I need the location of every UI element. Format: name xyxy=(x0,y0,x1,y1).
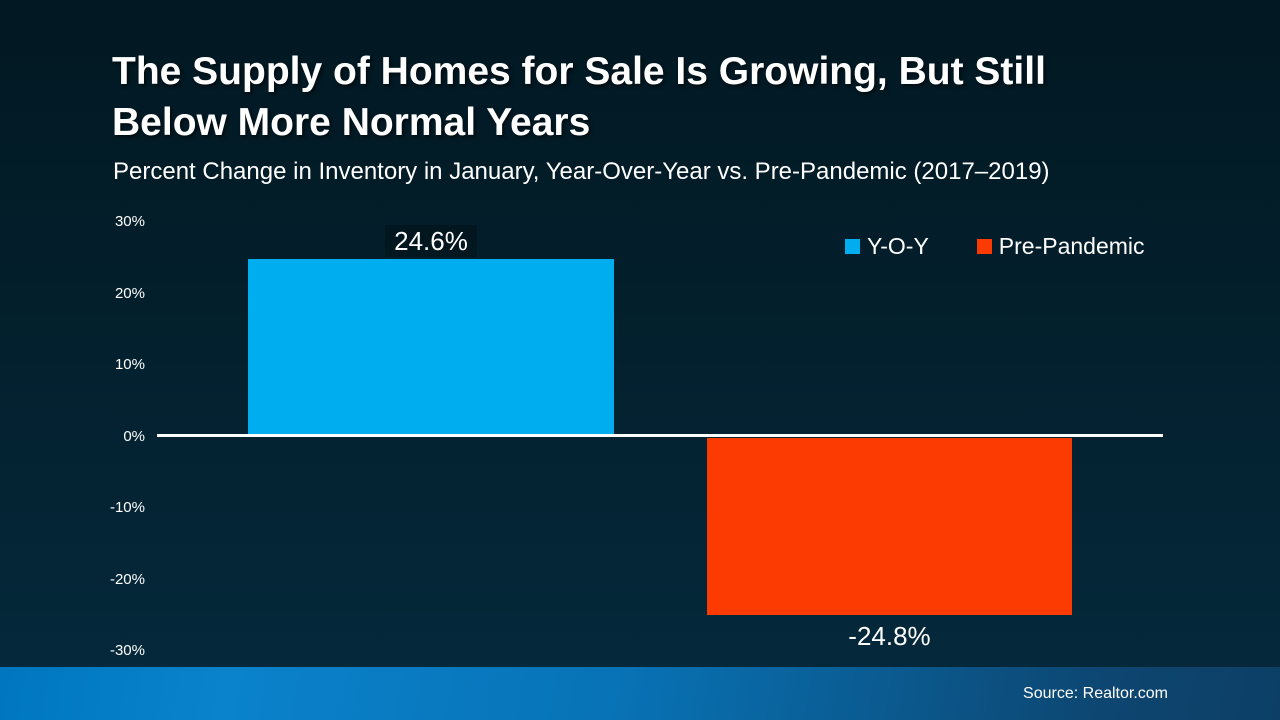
y-tick-label: -10% xyxy=(109,499,145,516)
legend-item-pre-pandemic: Pre-Pandemic xyxy=(976,233,1145,260)
y-tick-label: -30% xyxy=(109,642,145,659)
y-tick-label: 20% xyxy=(114,284,145,302)
legend: Y-O-Y Pre-Pandemic xyxy=(845,233,1145,260)
source-text: Source: Realtor.com xyxy=(1023,684,1168,702)
legend-label-pre-pandemic: Pre-Pandemic xyxy=(998,233,1145,259)
data-label-yoy: 24.6% xyxy=(248,225,614,258)
chart-subtitle: Percent Change in Inventory in January, … xyxy=(113,158,1050,185)
legend-swatch-yoy-icon xyxy=(845,239,860,254)
y-tick-label: -20% xyxy=(109,570,145,588)
title-line-1: The Supply of Homes for Sale Is Growing,… xyxy=(112,50,1046,93)
y-tick-label: 10% xyxy=(114,356,145,373)
y-tick-label: 0% xyxy=(123,427,145,445)
y-tick-label: 30% xyxy=(114,213,145,230)
data-label-pre-pandemic: -24.8% xyxy=(848,621,931,652)
y-axis: 30% 20% 10% 0% -10% -20% -30% xyxy=(0,213,145,659)
bar-pre-pandemic xyxy=(707,438,1072,616)
bar-yoy xyxy=(248,259,614,435)
title-line-2: Below More Normal Years xyxy=(112,101,591,144)
plot-area: 24.6% -24.8% xyxy=(157,222,1163,651)
legend-swatch-pre-pandemic-icon xyxy=(976,239,992,254)
footer-band: Source: Realtor.com xyxy=(0,667,1280,720)
zero-axis-line xyxy=(157,434,1163,437)
page-title: The Supply of Homes for Sale Is Growing,… xyxy=(112,46,1192,148)
legend-label-yoy: Y-O-Y xyxy=(867,233,929,259)
legend-item-yoy: Y-O-Y xyxy=(845,233,929,260)
